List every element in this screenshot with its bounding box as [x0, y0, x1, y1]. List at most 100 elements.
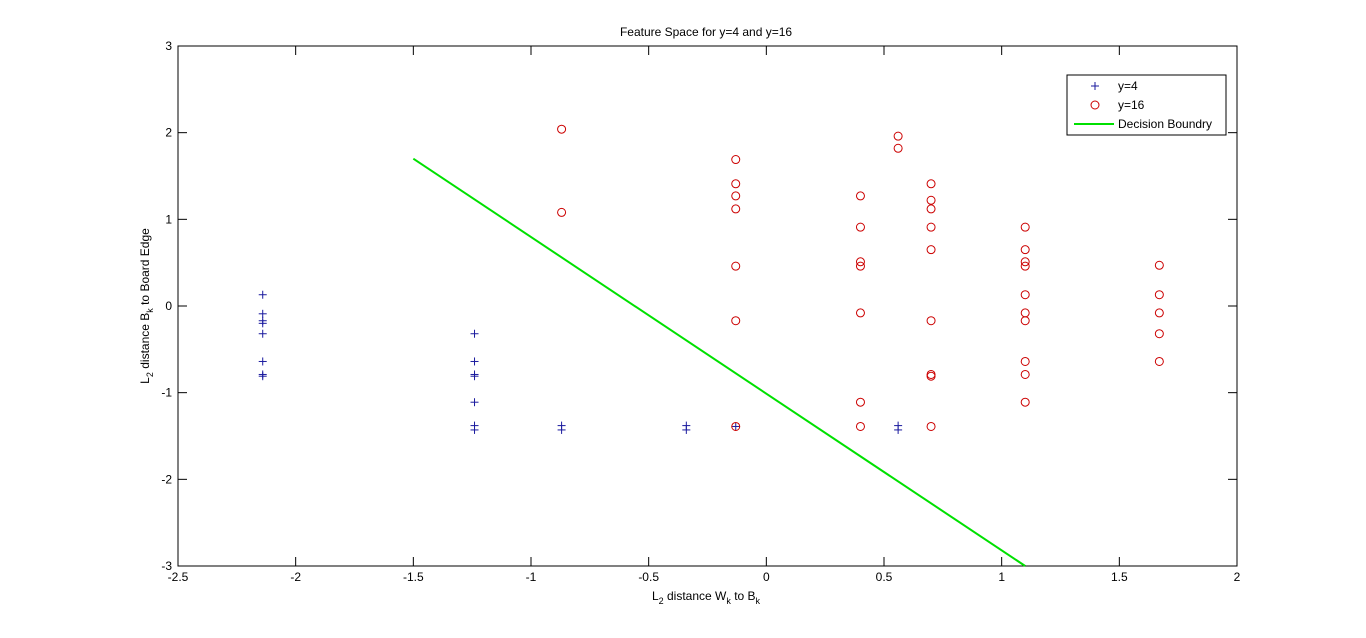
- y-axis-label-mid2: to Board Edge: [138, 228, 152, 308]
- y-axis-label-sub2: k: [145, 308, 155, 313]
- plus-point: [731, 422, 740, 431]
- circle-point: [557, 124, 567, 134]
- circle-point: [926, 222, 936, 232]
- plus-point: [470, 372, 479, 381]
- x-axis-label-middle: distance W: [664, 589, 727, 603]
- decision-boundary-line: [412, 157, 1026, 567]
- circle-point: [855, 191, 865, 201]
- y-axis-label: L2 distance Bk to Board Edge: [138, 228, 155, 384]
- legend-entry-y4: y=4: [1091, 79, 1138, 93]
- y-axis-ticks: -3 -2 -1 0 1 2 3: [161, 39, 1237, 573]
- circle-point: [926, 195, 936, 205]
- plus-point: [258, 309, 267, 318]
- circle-point: [1020, 261, 1030, 271]
- plus-point: [258, 372, 267, 381]
- circle-point: [855, 397, 865, 407]
- x-tick-label: -1.5: [403, 570, 424, 584]
- series-decision-boundry: [412, 157, 1026, 567]
- circle-point: [731, 316, 741, 326]
- circle-point: [1020, 290, 1030, 300]
- legend-entry-y16: y=16: [1090, 98, 1145, 112]
- plus-point: [470, 329, 479, 338]
- legend-label-decision-boundry: Decision Boundry: [1118, 117, 1212, 131]
- x-axis-label-sub3: k: [756, 596, 761, 606]
- circle-point: [1020, 222, 1030, 232]
- plus-point: [258, 357, 267, 366]
- circle-point: [731, 191, 741, 201]
- x-axis-label-sub1: 2: [659, 596, 664, 606]
- plus-point: [682, 425, 691, 434]
- circle-point: [1020, 245, 1030, 255]
- x-tick-label: 1.5: [1111, 570, 1128, 584]
- circle-point: [893, 143, 903, 153]
- x-tick-label: -1: [526, 570, 537, 584]
- circle-point: [731, 204, 741, 214]
- plus-point: [557, 425, 566, 434]
- circle-point: [926, 204, 936, 214]
- circle-point: [1020, 397, 1030, 407]
- series-y-16: [557, 124, 1164, 431]
- y-axis-label-prefix: L: [138, 377, 152, 384]
- circle-point: [1020, 316, 1030, 326]
- circle-point: [1154, 290, 1164, 300]
- x-tick-label: 0.5: [876, 570, 893, 584]
- plus-point: [470, 425, 479, 434]
- y-tick-label: 1: [165, 212, 172, 226]
- y-tick-label: -2: [161, 472, 172, 486]
- x-tick-label: 0: [763, 570, 770, 584]
- plus-marker-icon: [1091, 82, 1099, 90]
- y-tick-label: -1: [161, 386, 172, 400]
- y-tick-label: 2: [165, 126, 172, 140]
- plus-point: [894, 425, 903, 434]
- plus-point: [258, 290, 267, 299]
- y-tick-label: -3: [161, 559, 172, 573]
- x-axis-ticks: -2.5 -2 -1.5 -1 -0.5 0 0.5 1 1.5 2: [168, 46, 1241, 584]
- series-y-4: [258, 290, 903, 434]
- plot-series: [258, 124, 1164, 567]
- circle-point: [1154, 356, 1164, 366]
- y-tick-label: 3: [165, 39, 172, 53]
- plus-point: [470, 398, 479, 407]
- circle-point: [855, 421, 865, 431]
- legend: y=4 y=16 Decision Boundry: [1066, 74, 1227, 136]
- y-axis-label-sub1: 2: [145, 372, 155, 377]
- x-tick-label: -2: [290, 570, 301, 584]
- circle-point: [926, 421, 936, 431]
- circle-point: [926, 179, 936, 189]
- circle-point: [731, 179, 741, 189]
- legend-label-y16: y=16: [1118, 98, 1145, 112]
- circle-point: [855, 308, 865, 318]
- y-tick-label: 0: [165, 299, 172, 313]
- circle-point: [1154, 260, 1164, 270]
- circle-point: [855, 257, 865, 267]
- circle-point: [1154, 329, 1164, 339]
- circle-point: [855, 261, 865, 271]
- x-axis-label-mid2: to B: [731, 589, 756, 603]
- circle-point: [731, 261, 741, 271]
- circle-point: [731, 421, 741, 431]
- circle-point: [926, 316, 936, 326]
- circle-point: [1020, 308, 1030, 318]
- circle-point: [1020, 356, 1030, 366]
- circle-point: [557, 207, 567, 217]
- circle-point: [731, 155, 741, 165]
- legend-entry-decision-boundry: Decision Boundry: [1074, 117, 1212, 131]
- circle-point: [926, 371, 936, 381]
- x-tick-label: -2.5: [168, 570, 189, 584]
- legend-label-y4: y=4: [1118, 79, 1138, 93]
- x-axis-label: L2 distance Wk to Bk: [652, 589, 761, 606]
- circle-point: [1154, 308, 1164, 318]
- circle-marker-icon: [1090, 100, 1100, 110]
- circle-point: [926, 245, 936, 255]
- chart-title: Feature Space for y=4 and y=16: [620, 25, 792, 39]
- x-axis-label-sub2: k: [726, 596, 731, 606]
- circle-point: [1020, 257, 1030, 267]
- plus-point: [258, 329, 267, 338]
- x-tick-label: 1: [998, 570, 1005, 584]
- circle-point: [893, 131, 903, 141]
- x-tick-label: 2: [1234, 570, 1241, 584]
- x-axis-label-prefix: L: [652, 589, 659, 603]
- plus-point: [470, 357, 479, 366]
- y-axis-label-middle: distance B: [138, 313, 152, 372]
